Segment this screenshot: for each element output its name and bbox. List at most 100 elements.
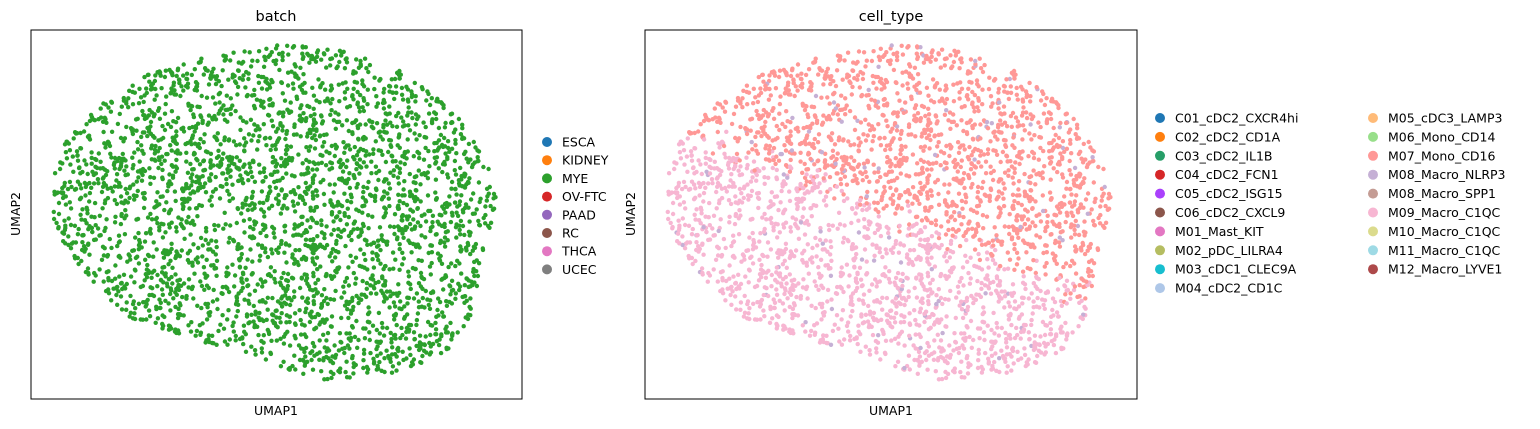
batch-point <box>448 284 453 289</box>
batch-point <box>297 247 302 253</box>
cell-type-point <box>866 122 871 127</box>
batch-point <box>333 126 338 131</box>
batch-point <box>83 246 88 252</box>
batch-point <box>195 260 201 265</box>
batch-point <box>347 185 353 191</box>
cell-type-point <box>876 169 881 175</box>
batch-point <box>56 211 62 217</box>
batch-point <box>260 245 265 250</box>
cell-type-point <box>1036 120 1041 125</box>
batch-point <box>173 272 178 277</box>
cell-type-point <box>946 297 951 302</box>
cell-type-point <box>839 93 844 98</box>
batch-point <box>454 151 459 156</box>
batch-point <box>370 250 375 255</box>
batch-point <box>82 180 88 186</box>
cell-type-point <box>680 234 685 239</box>
batch-point <box>420 295 425 301</box>
batch-point <box>375 101 381 106</box>
cell-type-point <box>942 63 947 68</box>
batch-point <box>203 190 209 195</box>
batch-point <box>305 218 310 223</box>
batch-point <box>112 184 118 189</box>
batch-point <box>147 79 152 84</box>
cell-type-point <box>690 261 695 267</box>
batch-point <box>92 200 98 206</box>
batch-point <box>352 334 358 340</box>
batch-point <box>407 346 412 351</box>
batch-point <box>328 359 333 364</box>
batch-point <box>308 113 313 119</box>
batch-point <box>143 257 148 262</box>
cell-type-point <box>856 136 861 141</box>
batch-point <box>234 143 239 148</box>
batch-point <box>90 229 95 235</box>
batch-point <box>401 235 406 240</box>
batch-point <box>181 226 186 231</box>
scatter-points-batch <box>51 43 498 382</box>
cell-type-point <box>1034 213 1039 218</box>
batch-point <box>322 345 327 350</box>
cell-type-point <box>745 102 750 107</box>
batch-point <box>370 214 375 219</box>
batch-point <box>161 135 166 141</box>
cell-type-point <box>688 149 694 154</box>
cell-type-point <box>860 178 865 183</box>
batch-point <box>220 171 225 176</box>
cell-type-point <box>898 242 903 247</box>
batch-point <box>394 237 400 242</box>
cell-type-point <box>917 323 922 328</box>
batch-point <box>263 135 268 141</box>
batch-point <box>218 322 223 327</box>
batch-point <box>151 175 157 180</box>
cell-type-point <box>852 173 857 178</box>
batch-point <box>307 311 313 316</box>
cell-type-point <box>932 84 938 89</box>
cell-type-point <box>1072 199 1078 204</box>
cell-type-point <box>1002 294 1008 299</box>
batch-point <box>418 284 424 289</box>
batch-point <box>169 246 174 252</box>
cell-type-point <box>990 101 995 106</box>
batch-point <box>242 49 247 54</box>
batch-point <box>375 353 380 358</box>
batch-point <box>342 290 347 295</box>
cell-type-point <box>858 120 864 125</box>
batch-point <box>87 190 93 196</box>
batch-point <box>298 332 304 337</box>
batch-point <box>282 223 288 228</box>
cell-type-point <box>1031 281 1037 286</box>
cell-type-point <box>701 252 706 257</box>
batch-point <box>299 221 305 226</box>
cell-type-point <box>898 151 903 157</box>
batch-point <box>155 272 160 278</box>
cell-type-point <box>1048 332 1053 337</box>
batch-point <box>182 236 187 241</box>
cell-type-point <box>913 134 918 139</box>
batch-point <box>308 144 313 149</box>
cell-type-point <box>681 200 687 205</box>
batch-point <box>251 226 256 232</box>
batch-point <box>335 64 340 69</box>
cell-type-point <box>755 99 761 105</box>
batch-point <box>486 166 491 172</box>
cell-type-point <box>926 344 932 349</box>
cell-type-point <box>879 317 884 322</box>
batch-point <box>413 112 419 117</box>
batch-point <box>291 188 296 193</box>
cell-type-point <box>759 133 764 139</box>
batch-point <box>436 125 442 131</box>
cell-type-point <box>951 82 956 87</box>
cell-type-point <box>1081 141 1087 147</box>
batch-point <box>246 283 251 288</box>
batch-point <box>51 216 57 222</box>
cell-type-point <box>710 226 715 231</box>
batch-point <box>342 191 347 196</box>
batch-point <box>261 105 266 110</box>
cell-type-point <box>823 172 828 177</box>
cell-type-point <box>1057 210 1063 215</box>
batch-point <box>264 233 269 239</box>
batch-point <box>439 261 445 266</box>
cell-type-point <box>947 255 952 260</box>
batch-legend-marker <box>542 191 552 202</box>
